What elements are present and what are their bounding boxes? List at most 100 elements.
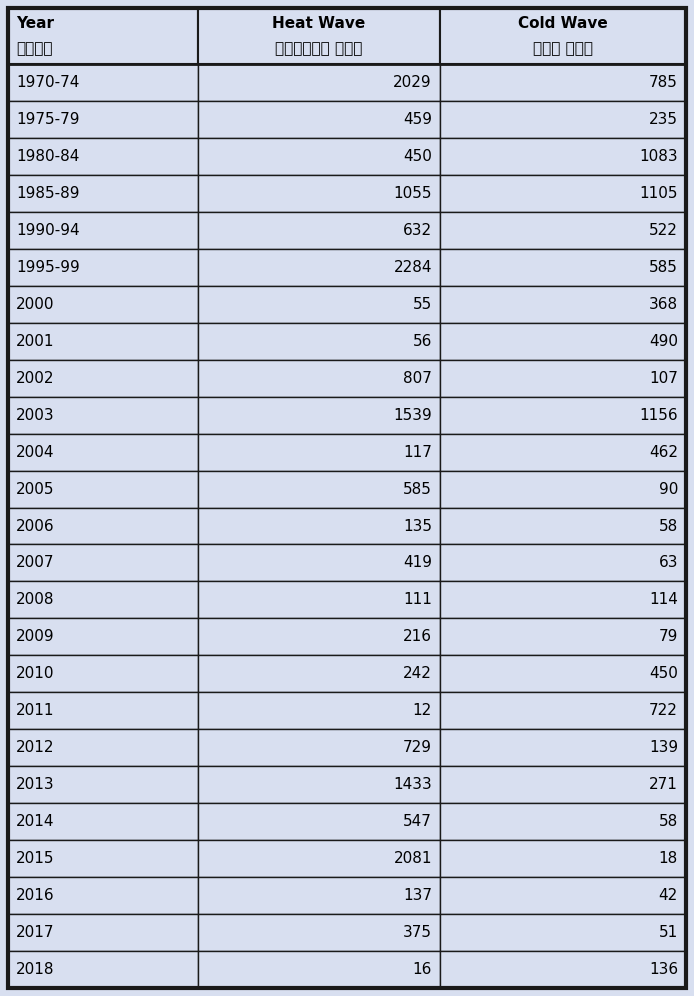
- Text: 585: 585: [403, 481, 432, 497]
- Bar: [198, 619, 440, 655]
- Text: 375: 375: [403, 925, 432, 940]
- Bar: [8, 655, 198, 692]
- Text: 235: 235: [649, 112, 678, 126]
- Text: 12: 12: [413, 703, 432, 718]
- Text: 1055: 1055: [393, 186, 432, 201]
- Bar: [8, 360, 198, 396]
- Bar: [440, 619, 686, 655]
- Text: 2010: 2010: [16, 666, 55, 681]
- Text: 111: 111: [403, 593, 432, 608]
- Text: 547: 547: [403, 814, 432, 830]
- Text: 450: 450: [403, 148, 432, 164]
- Bar: [8, 914, 198, 951]
- Bar: [8, 841, 198, 877]
- Text: 2000: 2000: [16, 297, 55, 312]
- Bar: [8, 803, 198, 841]
- Bar: [8, 582, 198, 619]
- Bar: [198, 212, 440, 249]
- Text: 2007: 2007: [16, 556, 55, 571]
- Bar: [440, 249, 686, 286]
- Text: 2006: 2006: [16, 519, 55, 534]
- Bar: [198, 877, 440, 914]
- Bar: [440, 360, 686, 396]
- Text: 807: 807: [403, 371, 432, 385]
- Text: 585: 585: [649, 260, 678, 275]
- Bar: [8, 396, 198, 433]
- Bar: [8, 508, 198, 545]
- Bar: [198, 508, 440, 545]
- Text: 2004: 2004: [16, 444, 55, 459]
- Bar: [8, 729, 198, 766]
- Text: 90: 90: [659, 481, 678, 497]
- Text: 117: 117: [403, 444, 432, 459]
- Text: 1083: 1083: [639, 148, 678, 164]
- Bar: [198, 64, 440, 101]
- Text: 2014: 2014: [16, 814, 55, 830]
- Text: 2081: 2081: [393, 852, 432, 867]
- Bar: [198, 323, 440, 360]
- Text: Heat Wave: Heat Wave: [272, 16, 366, 31]
- Bar: [198, 951, 440, 988]
- Text: 2013: 2013: [16, 777, 55, 792]
- Bar: [440, 841, 686, 877]
- Text: 135: 135: [403, 519, 432, 534]
- Text: 271: 271: [649, 777, 678, 792]
- Text: शीत लहर: शीत लहर: [533, 41, 593, 56]
- Bar: [8, 323, 198, 360]
- Bar: [440, 212, 686, 249]
- Bar: [198, 729, 440, 766]
- Bar: [198, 8, 440, 64]
- Text: ऊष्णता लहर: ऊष्णता लहर: [276, 41, 363, 56]
- Bar: [440, 137, 686, 175]
- Text: 1433: 1433: [393, 777, 432, 792]
- Text: 114: 114: [649, 593, 678, 608]
- Text: 2008: 2008: [16, 593, 55, 608]
- Text: 2003: 2003: [16, 407, 55, 422]
- Bar: [440, 729, 686, 766]
- Text: 137: 137: [403, 888, 432, 903]
- Bar: [198, 692, 440, 729]
- Text: 450: 450: [649, 666, 678, 681]
- Bar: [8, 64, 198, 101]
- Text: 2012: 2012: [16, 740, 55, 755]
- Text: 2029: 2029: [393, 75, 432, 90]
- Bar: [8, 877, 198, 914]
- Text: 42: 42: [659, 888, 678, 903]
- Bar: [440, 803, 686, 841]
- Text: 56: 56: [413, 334, 432, 349]
- Bar: [8, 249, 198, 286]
- Bar: [8, 951, 198, 988]
- Text: 522: 522: [649, 223, 678, 238]
- Bar: [8, 692, 198, 729]
- Text: 632: 632: [403, 223, 432, 238]
- Text: 2284: 2284: [393, 260, 432, 275]
- Bar: [198, 655, 440, 692]
- Bar: [440, 433, 686, 470]
- Text: 729: 729: [403, 740, 432, 755]
- Text: 490: 490: [649, 334, 678, 349]
- Bar: [440, 64, 686, 101]
- Bar: [440, 582, 686, 619]
- Text: 1539: 1539: [393, 407, 432, 422]
- Text: 63: 63: [659, 556, 678, 571]
- Text: 58: 58: [659, 814, 678, 830]
- Text: 462: 462: [649, 444, 678, 459]
- Text: 1975-79: 1975-79: [16, 112, 80, 126]
- Bar: [440, 8, 686, 64]
- Bar: [8, 619, 198, 655]
- Bar: [440, 877, 686, 914]
- Bar: [440, 470, 686, 508]
- Bar: [8, 101, 198, 137]
- Text: 368: 368: [649, 297, 678, 312]
- Bar: [8, 175, 198, 212]
- Text: 2005: 2005: [16, 481, 55, 497]
- Text: 785: 785: [649, 75, 678, 90]
- Text: 2017: 2017: [16, 925, 55, 940]
- Bar: [8, 212, 198, 249]
- Text: 2016: 2016: [16, 888, 55, 903]
- Bar: [198, 545, 440, 582]
- Bar: [440, 101, 686, 137]
- Text: 18: 18: [659, 852, 678, 867]
- Bar: [198, 360, 440, 396]
- Text: 107: 107: [649, 371, 678, 385]
